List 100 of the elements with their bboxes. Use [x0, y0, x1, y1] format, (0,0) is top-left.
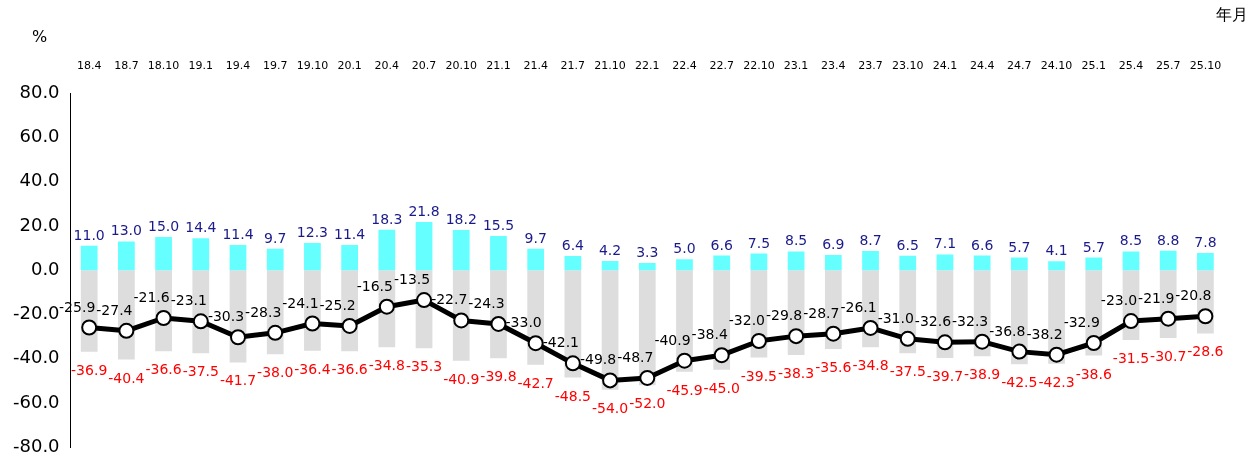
- data-label: -13.5: [393, 271, 431, 288]
- bar: [304, 242, 321, 271]
- point: [750, 333, 767, 349]
- bar: [676, 259, 693, 271]
- data-label: -33.0: [505, 314, 542, 331]
- data-label: -31.5: [1112, 349, 1150, 366]
- bar: [862, 250, 879, 271]
- data-label: -30.3: [207, 308, 245, 325]
- data-label: 7.5: [747, 234, 771, 251]
- x-tick-label: 20.10: [445, 59, 477, 73]
- data-label: -39.7: [926, 368, 964, 385]
- bar: [1010, 257, 1028, 271]
- bar: [824, 254, 842, 271]
- data-label: -42.1: [542, 334, 579, 351]
- x-tick-label: 25.4: [1118, 59, 1144, 73]
- data-label: 6.6: [710, 236, 733, 253]
- point: [267, 324, 284, 341]
- bar: [80, 245, 98, 271]
- point: [230, 329, 247, 346]
- data-label: -40.4: [108, 369, 145, 386]
- data-label: -23.1: [170, 292, 207, 309]
- point: [118, 322, 135, 339]
- y-tick-label: -60.0: [13, 390, 60, 412]
- point: [1048, 346, 1065, 363]
- data-label: 4.2: [598, 241, 622, 258]
- point: [899, 330, 916, 347]
- data-label: 15.5: [482, 216, 515, 233]
- point: [564, 355, 581, 372]
- data-label: -42.5: [1001, 374, 1038, 391]
- y-tick-label: 0.0: [30, 257, 60, 279]
- point: [378, 298, 395, 315]
- data-label: -16.5: [356, 277, 393, 294]
- y-tick-label: -80.0: [13, 434, 60, 456]
- data-label: 11.4: [334, 225, 366, 242]
- data-label: -29.8: [766, 307, 803, 324]
- x-tick-label: 19.7: [262, 59, 288, 73]
- data-label: 3.3: [636, 243, 659, 260]
- bar: [266, 248, 284, 271]
- data-label: 6.4: [561, 237, 585, 254]
- x-tick-label: 18.10: [147, 59, 180, 73]
- x-tick-label: 21.10: [594, 59, 626, 73]
- y-tick-label: 80.0: [19, 80, 60, 102]
- point: [1197, 308, 1214, 325]
- point: [676, 352, 693, 369]
- data-label: -23.0: [1100, 292, 1138, 309]
- point: [1122, 313, 1139, 330]
- data-label: -38.3: [778, 364, 815, 381]
- point: [825, 325, 842, 342]
- data-label: -39.8: [480, 368, 517, 385]
- x-tick-label: 22.7: [709, 59, 734, 73]
- data-label: -38.2: [1026, 325, 1063, 342]
- point: [304, 315, 321, 332]
- x-tick-label: 23.1: [783, 59, 809, 73]
- data-label: -38.4: [691, 326, 728, 343]
- data-label: -38.9: [964, 366, 1001, 383]
- data-label: -27.4: [96, 301, 133, 318]
- point: [639, 369, 656, 386]
- data-label: 6.5: [896, 236, 919, 253]
- data-label: -24.1: [282, 294, 319, 311]
- data-label: -38.0: [257, 364, 294, 381]
- data-label: 8.7: [859, 231, 882, 248]
- data-label: 13.0: [110, 222, 142, 239]
- x-tick-label: 21.4: [523, 59, 548, 73]
- data-label: -31.0: [877, 309, 914, 326]
- bar: [1197, 252, 1214, 271]
- x-tick-label: 24.1: [932, 59, 958, 73]
- data-label: 15.0: [148, 218, 180, 235]
- data-label: 7.8: [1194, 233, 1217, 250]
- data-label: -48.5: [554, 387, 591, 404]
- bar: [155, 237, 172, 271]
- data-label: 8.5: [1119, 232, 1143, 249]
- bar: [1159, 250, 1177, 271]
- data-label: -32.9: [1063, 313, 1100, 330]
- bar: [378, 229, 396, 271]
- x-tick-label: 18.4: [76, 59, 102, 73]
- bar: [638, 262, 656, 271]
- data-label: -34.8: [368, 357, 405, 374]
- data-label: -30.7: [1150, 348, 1187, 365]
- y-tick-label: 60.0: [19, 125, 60, 147]
- bar: [750, 253, 768, 271]
- data-label: -25.2: [319, 296, 356, 313]
- bar: [564, 256, 582, 271]
- x-tick-label: 25.10: [1189, 59, 1222, 73]
- x-tick-label: 23.7: [858, 59, 883, 73]
- x-tick-label: 24.10: [1040, 59, 1073, 73]
- data-label: -32.3: [952, 312, 989, 329]
- bar: [787, 251, 805, 271]
- point: [602, 372, 619, 389]
- data-label: -37.5: [889, 363, 926, 380]
- data-label: -32.6: [914, 313, 952, 330]
- bar: [229, 244, 247, 271]
- data-label: 8.8: [1157, 231, 1180, 248]
- data-label: 5.0: [673, 240, 696, 257]
- x-tick-label: 18.7: [114, 59, 139, 73]
- data-label: -24.3: [468, 294, 505, 311]
- data-label: 12.3: [296, 223, 329, 240]
- point: [1085, 334, 1102, 351]
- x-tick-label: 21.7: [560, 59, 586, 73]
- data-label: 5.7: [1008, 238, 1031, 255]
- data-label: 6.9: [822, 235, 845, 252]
